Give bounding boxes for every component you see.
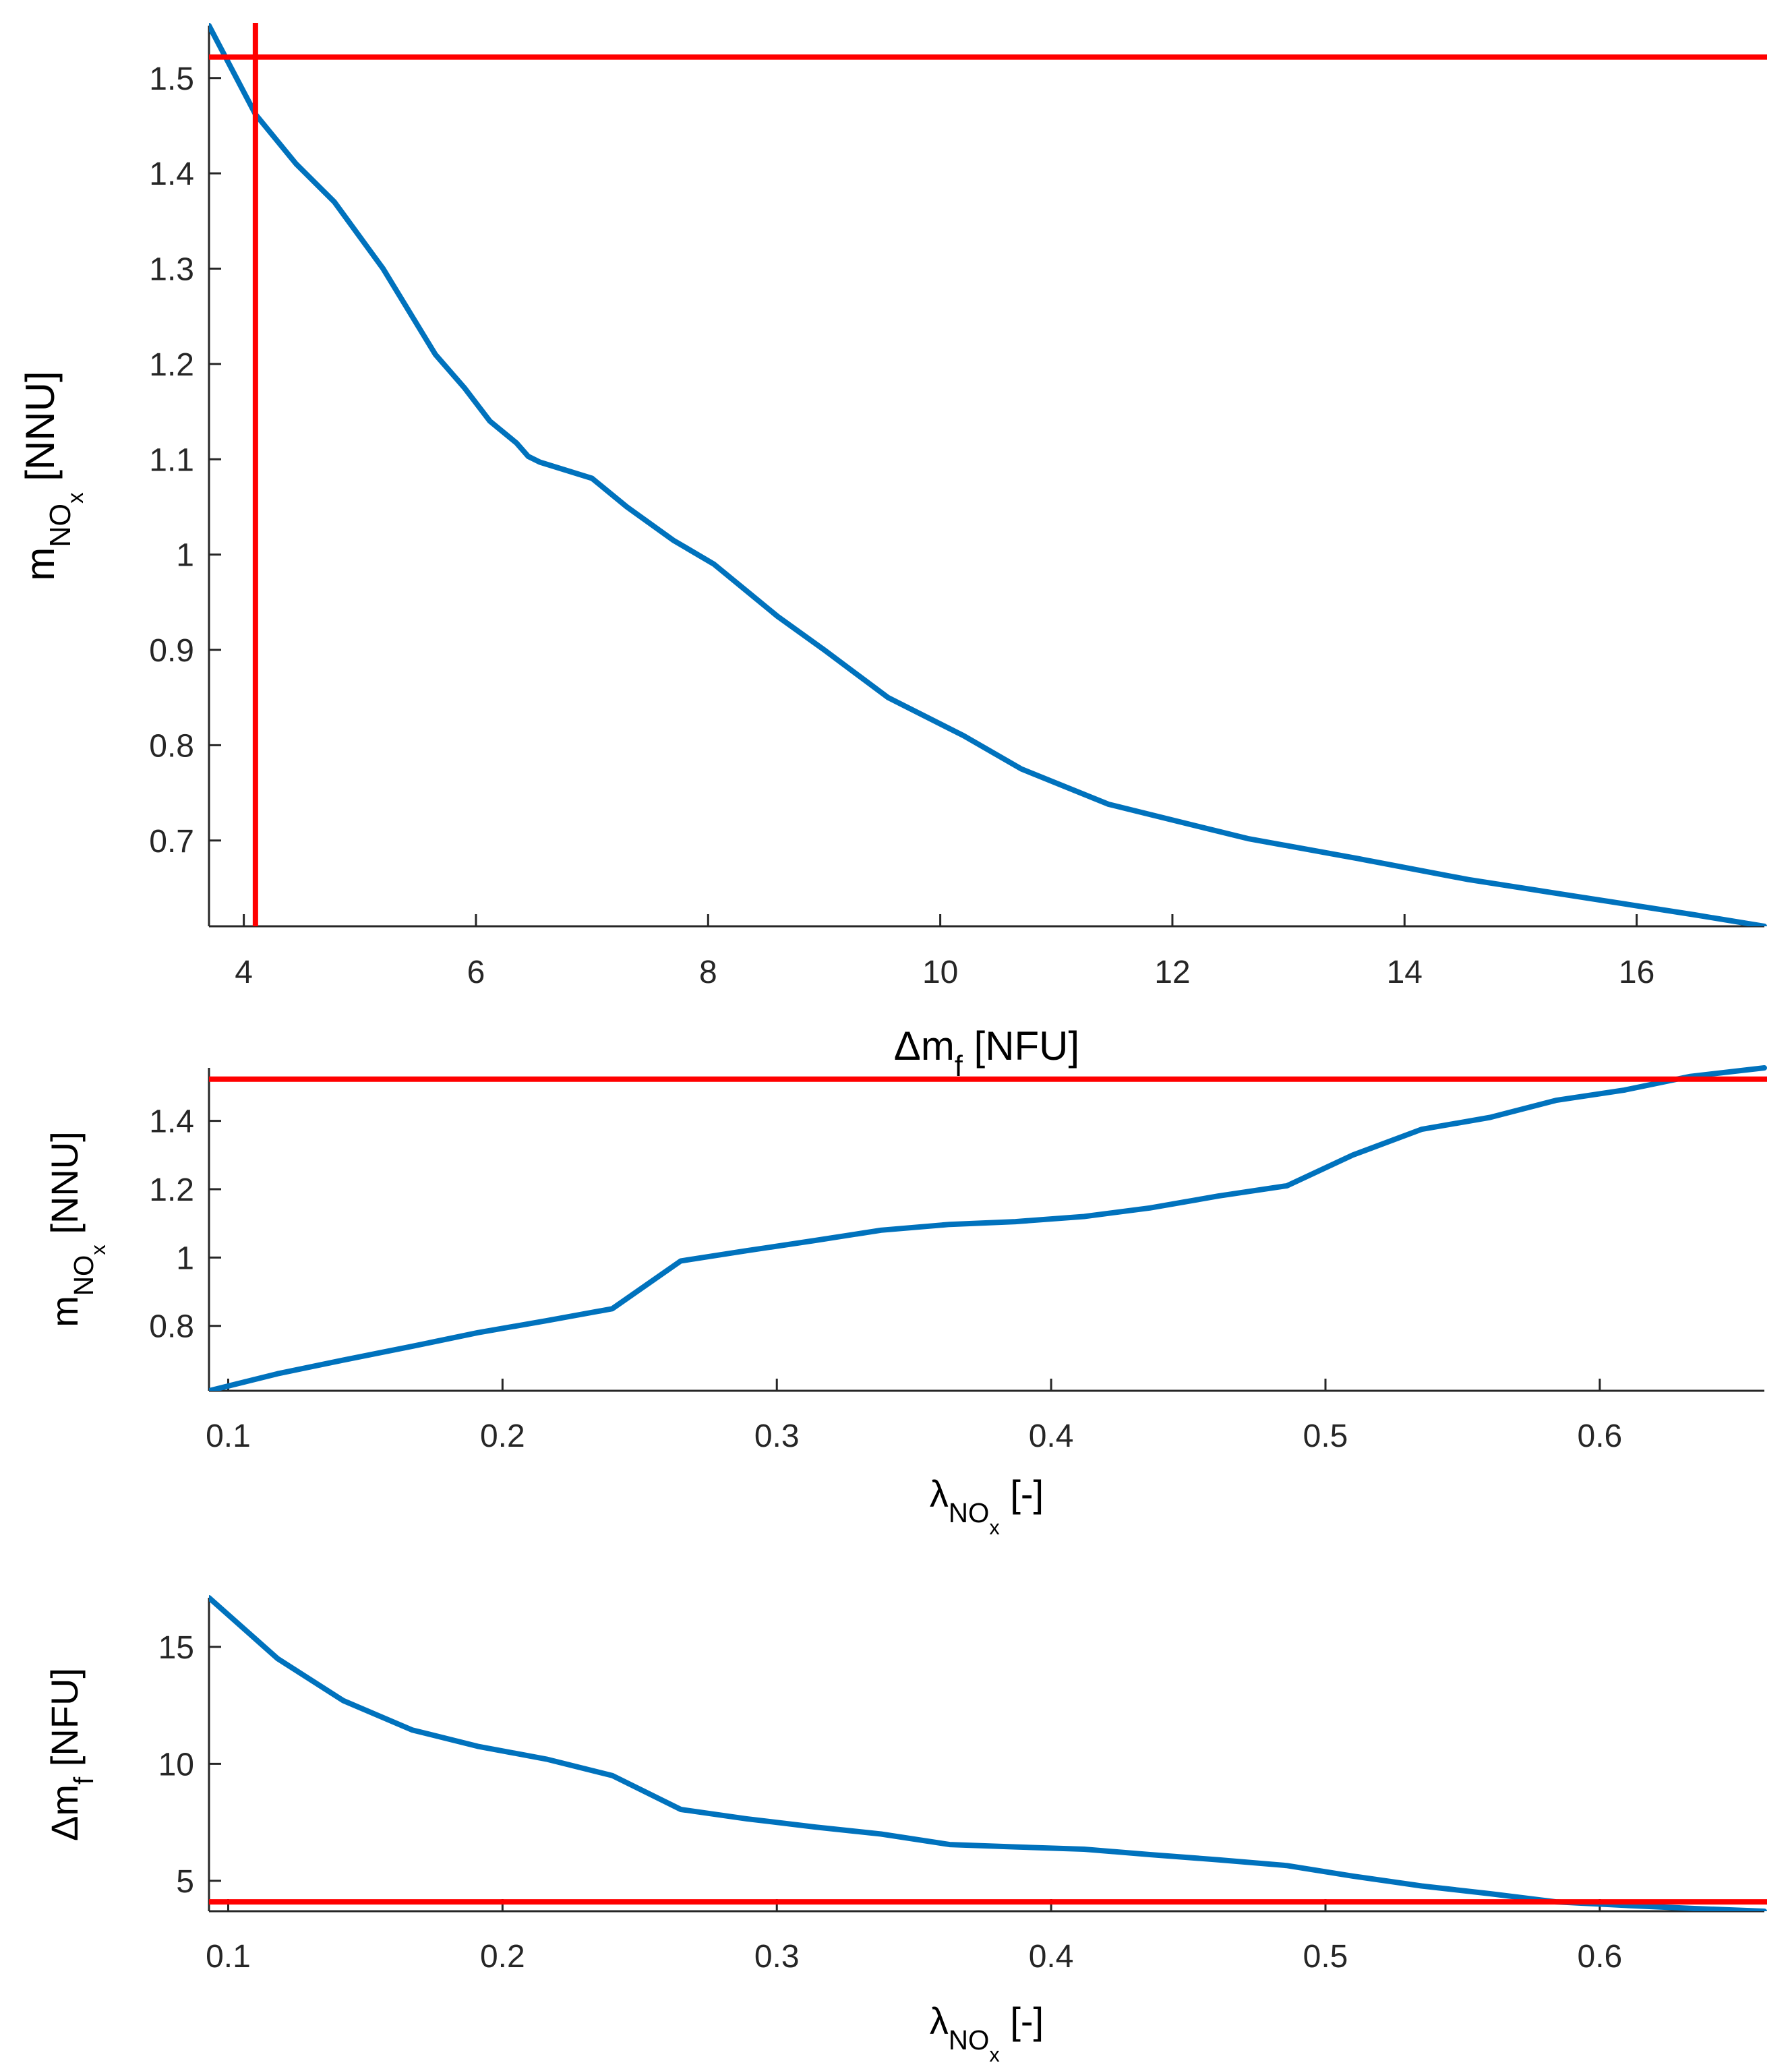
y-tick-label: 1.4 — [149, 1104, 194, 1140]
y-tick-label: 1.4 — [149, 156, 194, 192]
x-axis-label: Δmf [NFU] — [894, 1023, 1079, 1083]
y-tick-label: 0.8 — [149, 728, 194, 764]
y-tick-label: 5 — [176, 1864, 194, 1900]
y-tick-label: 0.9 — [149, 633, 194, 669]
plot-area — [209, 1065, 1767, 1391]
x-tick-label: 0.2 — [480, 1418, 525, 1454]
series-line — [209, 1595, 1767, 1911]
x-tick-label: 10 — [922, 955, 958, 990]
y-tick-label: 1.1 — [149, 442, 194, 478]
chart-bottom: 0.1 0.2 0.3 0.4 0.5 0.6 5 10 15 λNOx [-] Δmf [NFU] — [43, 1595, 1767, 2066]
plot-area — [209, 1595, 1767, 1911]
y-tick-label: 1 — [176, 1240, 194, 1276]
x-tick-label: 0.2 — [480, 1939, 525, 1975]
chart-top: 4 6 8 10 12 14 16 0.7 0.8 0.9 1 1.1 1.2 1.3 1.4 1.5 Δmf … — [18, 23, 1767, 1083]
x-tick-label: 6 — [467, 955, 485, 990]
x-tick-label: 8 — [699, 955, 717, 990]
plot-area — [209, 23, 1767, 926]
y-tick-label: 10 — [158, 1747, 194, 1782]
x-tick-label: 0.4 — [1029, 1418, 1074, 1454]
x-tick-label: 0.5 — [1303, 1939, 1348, 1975]
y-tick-label: 1 — [176, 538, 194, 574]
y-tick-label: 15 — [158, 1630, 194, 1666]
y-tick-label: 1.2 — [149, 1172, 194, 1208]
x-axis-label: λNOx [-] — [930, 2000, 1044, 2066]
y-axis-label: mNOx [NNU] — [43, 1131, 110, 1327]
x-tick-label: 0.6 — [1578, 1939, 1623, 1975]
x-tick-label: 0.6 — [1578, 1418, 1623, 1454]
x-tick-label: 0.4 — [1029, 1939, 1074, 1975]
y-tick-label: 1.2 — [149, 347, 194, 383]
x-tick-label: 0.1 — [206, 1418, 251, 1454]
x-tick-label: 12 — [1154, 955, 1190, 990]
series-line — [209, 1065, 1767, 1391]
y-axis-label: Δmf [NFU] — [43, 1668, 99, 1841]
y-tick-label: 0.8 — [149, 1309, 194, 1345]
series-line — [209, 23, 1767, 926]
y-tick-label: 1.3 — [149, 252, 194, 288]
x-tick-label: 14 — [1387, 955, 1423, 990]
chart-middle: 0.1 0.2 0.3 0.4 0.5 0.6 0.8 1 1.2 1.4 λNOx [-] mNOx… — [43, 1065, 1767, 1539]
y-tick-label: 0.7 — [149, 824, 194, 860]
y-tick-label: 1.5 — [149, 61, 194, 97]
y-axis-label: mNOx [NNU] — [18, 371, 88, 580]
x-tick-label: 0.1 — [206, 1939, 251, 1975]
x-axis-label: λNOx [-] — [930, 1472, 1044, 1539]
x-tick-label: 16 — [1619, 955, 1654, 990]
x-tick-label: 4 — [235, 955, 253, 990]
x-tick-label: 0.5 — [1303, 1418, 1348, 1454]
x-tick-label: 0.3 — [754, 1939, 800, 1975]
x-tick-label: 0.3 — [754, 1418, 800, 1454]
